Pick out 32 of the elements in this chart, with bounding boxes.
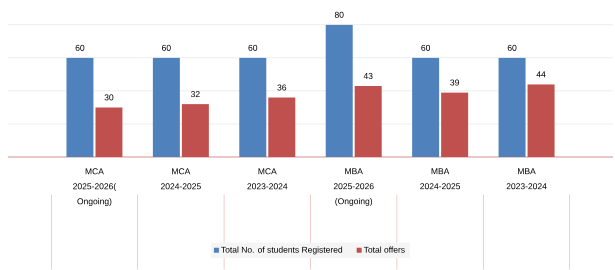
data-label: 60: [248, 44, 258, 51]
data-label: 60: [76, 44, 84, 51]
data-label: 30: [104, 94, 114, 100]
bar: [326, 24, 353, 157]
bar: [239, 58, 266, 157]
data-label: 43: [364, 72, 373, 79]
bar: [182, 104, 209, 157]
bar: [66, 58, 94, 157]
data-label: 60: [421, 44, 430, 51]
legend-label: Total offers: [364, 246, 405, 253]
x-tick-label: MCA 2025-2026( Ongoing): [73, 168, 116, 206]
data-label: 60: [162, 44, 171, 51]
bar: [354, 86, 382, 157]
data-label: 36: [277, 84, 286, 90]
x-tick-label: MBA 2024-2025: [420, 168, 460, 190]
x-tick-label: MBA 2023-2024: [506, 168, 547, 190]
bar: [441, 92, 468, 157]
bar: [95, 107, 122, 157]
bar: [498, 58, 526, 157]
bar: [528, 84, 555, 157]
legend-label: Total No. of students Registered: [221, 246, 342, 254]
bar: [268, 98, 296, 157]
data-label: 44: [536, 71, 546, 78]
data-label: 39: [450, 80, 459, 86]
x-tick-label: MCA 2023-2024: [247, 168, 288, 190]
x-tick-label: MCA 2024-2025: [160, 168, 201, 190]
data-label: 60: [508, 44, 516, 51]
x-tick-label: MBA 2025-2026 (Ongoing): [334, 168, 374, 206]
data-label: 80: [334, 12, 344, 18]
bar: [152, 58, 180, 157]
data-label: 32: [190, 91, 200, 98]
bar: [412, 58, 440, 157]
